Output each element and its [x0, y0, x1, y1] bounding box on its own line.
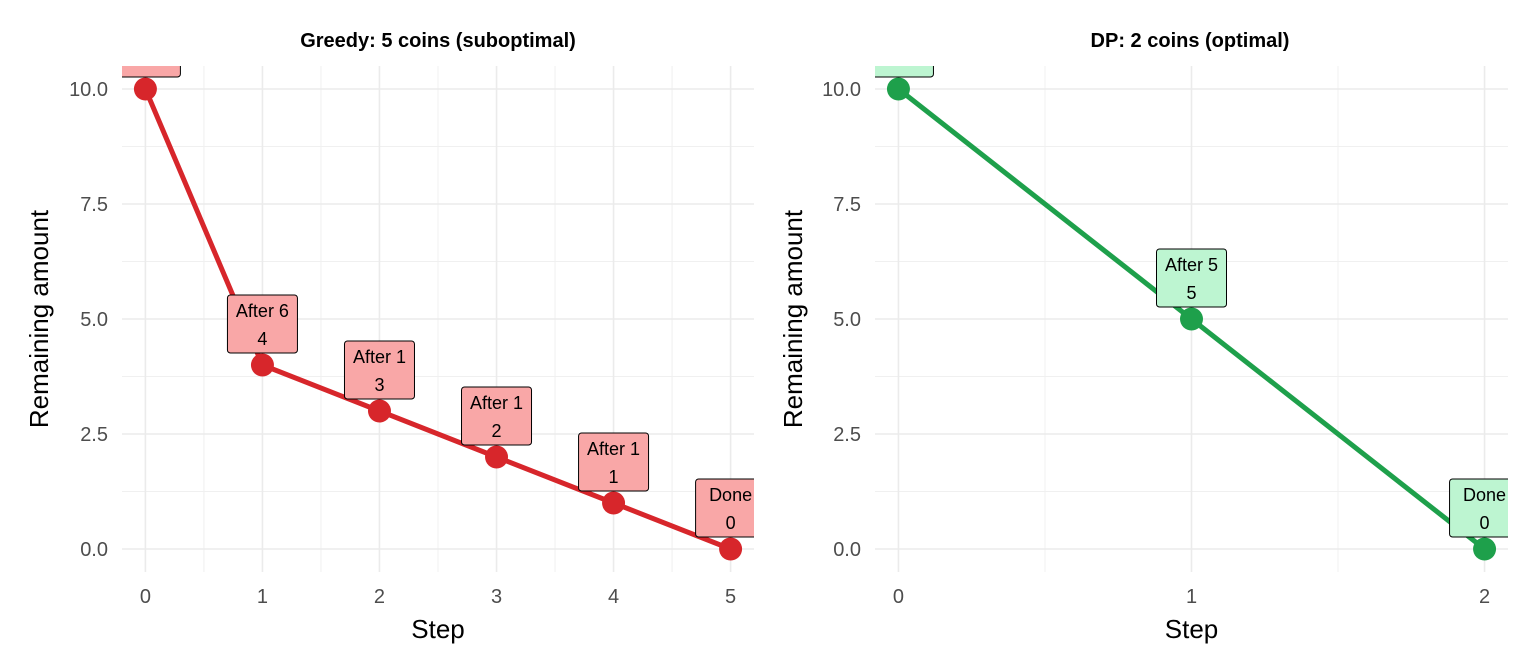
x-tick-label: 3 [491, 586, 502, 608]
data-label-box [226, 294, 298, 354]
data-label-box [578, 432, 650, 492]
data-label-text: After 1 [353, 347, 406, 367]
y-tick-label: 5.0 [833, 309, 861, 331]
x-tick-label: 1 [257, 586, 268, 608]
y-tick-label: 5.0 [80, 309, 108, 331]
y-tick-label: 2.5 [833, 424, 861, 446]
data-point [1473, 537, 1497, 561]
chart-title: DP: 2 coins (optimal) [1091, 30, 1290, 52]
data-point [133, 77, 157, 101]
data-point [1180, 307, 1203, 331]
data-label-value: 5 [1186, 283, 1196, 303]
y-tick-label: 0.0 [833, 539, 861, 561]
data-label-value: 1 [609, 467, 619, 487]
data-label: After 1 2 [461, 386, 533, 446]
panel-dp: 0 1 2 0.0 2.5 5.0 7.5 10.0 DP: 2 coins (optimal)… [778, 30, 1508, 644]
data-label: Done 0 [695, 478, 754, 538]
x-tick-label: 2 [1479, 586, 1490, 608]
data-label: After 1 3 [343, 340, 415, 400]
data-label-box [461, 386, 533, 446]
data-label-text: After 1 [587, 439, 640, 459]
y-tick-label: 7.5 [80, 194, 108, 216]
data-label: After 6 4 [226, 294, 298, 354]
x-axis-title: Step [1165, 614, 1219, 644]
x-tick-label: 1 [1186, 586, 1197, 608]
data-layer: After 6 4 After 1 3 After 1 2 After 1 1 Done 0 [122, 66, 754, 561]
data-label-text: After 1 [470, 393, 523, 413]
data-label-value: 0 [726, 513, 736, 533]
y-axis-title: Remaining amount [778, 209, 808, 428]
x-tick-label: 5 [725, 586, 736, 608]
data-label-text: After 6 [236, 301, 289, 321]
data-label-text: After 5 [1165, 255, 1218, 275]
x-tick-label: 0 [140, 586, 151, 608]
y-tick-label: 10.0 [822, 79, 861, 101]
y-tick-label: 10.0 [69, 79, 108, 101]
data-label-value: 0 [1480, 513, 1490, 533]
data-label-value: 4 [257, 329, 267, 349]
data-label-box [1156, 248, 1227, 308]
data-label: After 5 5 [1156, 248, 1227, 308]
panel-greedy: 0 1 2 3 4 5 0.0 2.5 5.0 7.5 10.0 Greedy: 5 coins (s… [24, 30, 754, 644]
data-label-text: Done [709, 485, 752, 505]
data-layer: After 5 5 Done 0 [875, 66, 1508, 561]
data-label: Done 0 [1449, 478, 1508, 538]
data-label: After 1 1 [578, 432, 650, 492]
x-axis-title: Step [411, 614, 465, 644]
data-label-text: Done [1463, 485, 1506, 505]
data-label-box [695, 478, 754, 538]
data-point [602, 491, 626, 515]
data-label-value: 2 [492, 421, 502, 441]
data-label [122, 66, 181, 78]
y-tick-label: 2.5 [80, 424, 108, 446]
x-tick-label: 4 [608, 586, 619, 608]
data-label [875, 66, 934, 78]
data-point [719, 537, 743, 561]
data-label-box [875, 66, 934, 78]
data-point [367, 399, 391, 423]
y-tick-label: 7.5 [833, 194, 861, 216]
data-point [250, 353, 274, 377]
data-label-value: 3 [374, 375, 384, 395]
y-tick-label: 0.0 [80, 539, 108, 561]
data-point [485, 445, 509, 469]
data-label-box [343, 340, 415, 400]
x-tick-label: 0 [893, 586, 904, 608]
chart-title: Greedy: 5 coins (suboptimal) [300, 30, 576, 52]
x-tick-label: 2 [374, 586, 385, 608]
data-label-box [122, 66, 181, 78]
y-axis-title: Remaining amount [24, 209, 54, 428]
data-label-box [1449, 478, 1508, 538]
data-point [886, 77, 910, 101]
